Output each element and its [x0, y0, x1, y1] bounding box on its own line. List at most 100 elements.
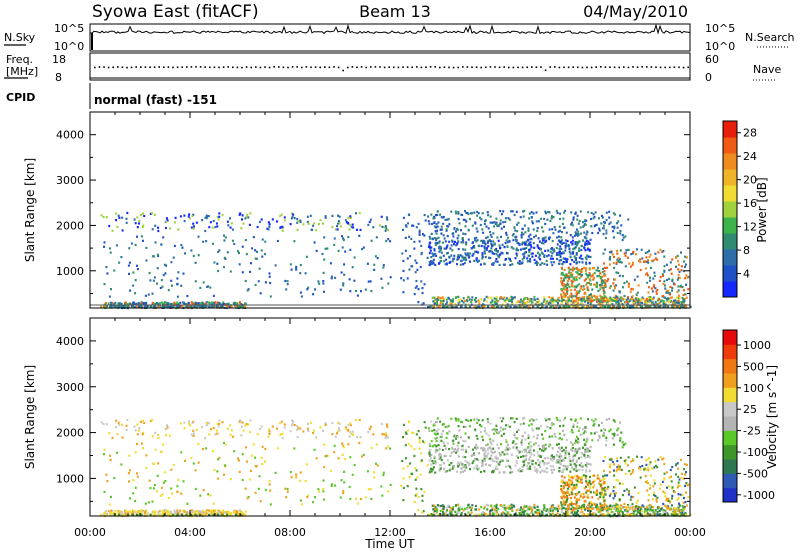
- scatter-point: [241, 214, 244, 217]
- scatter-point: [157, 437, 160, 440]
- scatter-point: [600, 222, 603, 225]
- scatter-point: [536, 244, 539, 247]
- scatter-point: [138, 427, 141, 430]
- scatter-point: [312, 293, 315, 296]
- scatter-point: [281, 225, 284, 228]
- scatter-point: [500, 434, 503, 437]
- scatter-point: [456, 255, 459, 259]
- scatter-point: [498, 224, 501, 227]
- scatter-point: [109, 251, 112, 254]
- scatter-point: [495, 465, 498, 468]
- scatter-point: [432, 253, 435, 256]
- scatter-point: [444, 218, 447, 221]
- scatter-point: [586, 286, 589, 289]
- scatter-point: [611, 305, 614, 308]
- scatter-point: [140, 302, 143, 305]
- scatter-point: [583, 295, 586, 298]
- scatter-point: [578, 249, 580, 252]
- scatter-point: [113, 303, 116, 306]
- scatter-point: [585, 258, 588, 261]
- scatter-point: [317, 280, 320, 283]
- scatter-point: [190, 226, 193, 229]
- scatter-point: [491, 458, 494, 461]
- scatter-point: [156, 282, 158, 285]
- scatter-point: [428, 468, 431, 471]
- scatter-point: [616, 429, 619, 432]
- scatter-point: [238, 459, 240, 462]
- scatter-point: [362, 246, 365, 249]
- scatter-point: [547, 211, 550, 214]
- scatter-point: [217, 303, 220, 306]
- scatter-point: [331, 225, 334, 228]
- scatter-point: [650, 287, 653, 290]
- scatter-point: [576, 241, 579, 244]
- scatter-point: [575, 305, 578, 308]
- scatter-point: [483, 240, 486, 243]
- scatter-point: [154, 305, 157, 309]
- nave-point: [167, 66, 170, 68]
- scatter-point: [576, 448, 579, 451]
- nave-point: [149, 66, 151, 68]
- scatter-point: [586, 295, 589, 298]
- scatter-point: [235, 510, 238, 513]
- scatter-point: [163, 263, 166, 266]
- scatter-point: [534, 254, 537, 257]
- scatter-point: [533, 295, 536, 299]
- scatter-point: [167, 510, 170, 513]
- scatter-point: [468, 298, 471, 301]
- scatter-point: [641, 301, 643, 304]
- scatter-point: [281, 437, 284, 440]
- scatter-point: [183, 421, 186, 424]
- scatter-point: [153, 510, 156, 513]
- scatter-point: [560, 277, 563, 280]
- scatter-point: [565, 231, 568, 234]
- scatter-point: [233, 450, 236, 453]
- scatter-point: [588, 242, 591, 245]
- scatter-point: [531, 427, 534, 430]
- scatter-point: [597, 439, 600, 442]
- scatter-point: [666, 299, 669, 302]
- scatter-point: [678, 276, 681, 280]
- scatter-point: [615, 509, 618, 512]
- nave-point: [600, 66, 602, 68]
- scatter-point: [291, 212, 293, 215]
- scatter-point: [478, 302, 481, 305]
- scatter-point: [575, 469, 578, 473]
- scatter-point: [455, 504, 458, 507]
- scatter-point: [562, 299, 565, 302]
- scatter-point: [483, 507, 486, 510]
- scatter-point: [430, 470, 433, 473]
- scatter-point: [521, 228, 524, 231]
- scatter-point: [389, 447, 392, 450]
- scatter-point: [199, 305, 202, 309]
- scatter-point: [627, 305, 630, 309]
- scatter-point: [487, 447, 489, 450]
- scatter-point: [136, 216, 139, 219]
- scatter-point: [192, 225, 195, 228]
- scatter-point: [527, 235, 530, 238]
- scatter-point: [142, 419, 144, 422]
- scatter-point: [506, 241, 509, 244]
- scatter-point: [179, 215, 182, 218]
- scatter-point: [217, 511, 220, 514]
- scatter-point: [525, 302, 528, 305]
- scatter-point: [540, 455, 542, 458]
- scatter-point: [483, 452, 486, 455]
- scatter-point: [472, 252, 475, 255]
- scatter-point: [529, 258, 532, 261]
- scatter-point: [430, 260, 433, 263]
- scatter-point: [557, 446, 560, 449]
- scatter-point: [168, 512, 171, 515]
- nave-point: [554, 66, 556, 68]
- scatter-point: [366, 470, 369, 473]
- scatter-point: [435, 446, 438, 449]
- scatter-point: [514, 257, 517, 260]
- scatter-point: [673, 283, 676, 286]
- scatter-point: [615, 301, 618, 304]
- scatter-point: [132, 512, 134, 515]
- scatter-point: [605, 211, 608, 214]
- scatter-point: [130, 242, 133, 245]
- nave-point: [126, 66, 128, 69]
- scatter-point: [598, 217, 600, 220]
- scatter-point: [484, 255, 487, 259]
